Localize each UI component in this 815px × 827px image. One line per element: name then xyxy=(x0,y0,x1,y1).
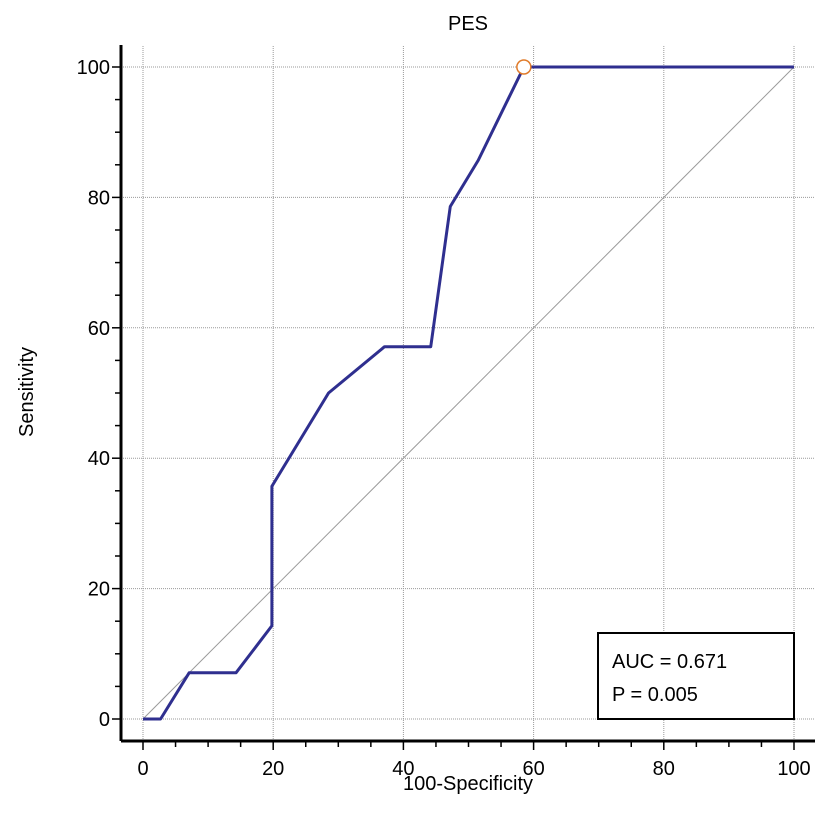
x-axis-title: 100-Specificity xyxy=(403,773,533,795)
series-line xyxy=(143,65,794,721)
y-tick-label: 0 xyxy=(99,709,110,731)
chart-title: PES xyxy=(448,13,488,35)
optimal-point-marker xyxy=(516,59,532,75)
x-tick-label: 0 xyxy=(137,758,148,780)
y-axis-title: Sensitivity xyxy=(16,347,38,437)
x-tick-label: 100 xyxy=(777,758,810,780)
p-value-label: P = 0.005 xyxy=(612,684,698,706)
x-tick-label: 60 xyxy=(522,758,544,780)
x-tick-label: 40 xyxy=(392,758,414,780)
x-tick-label: 20 xyxy=(262,758,284,780)
reference-diagonal-line xyxy=(142,66,795,720)
auc-label: AUC = 0.671 xyxy=(612,651,727,673)
ticks: 0 20 40 60 80 100 0 20 40 60 80 100 xyxy=(77,57,811,780)
y-tick-label: 40 xyxy=(88,448,110,470)
y-tick-label: 100 xyxy=(77,57,110,79)
legend-box: AUC = 0.671 P = 0.005 xyxy=(597,632,795,720)
x-tick-label: 80 xyxy=(653,758,675,780)
y-tick-label: 80 xyxy=(88,187,110,209)
y-tick-label: 20 xyxy=(88,579,110,601)
y-tick-label: 60 xyxy=(88,318,110,340)
